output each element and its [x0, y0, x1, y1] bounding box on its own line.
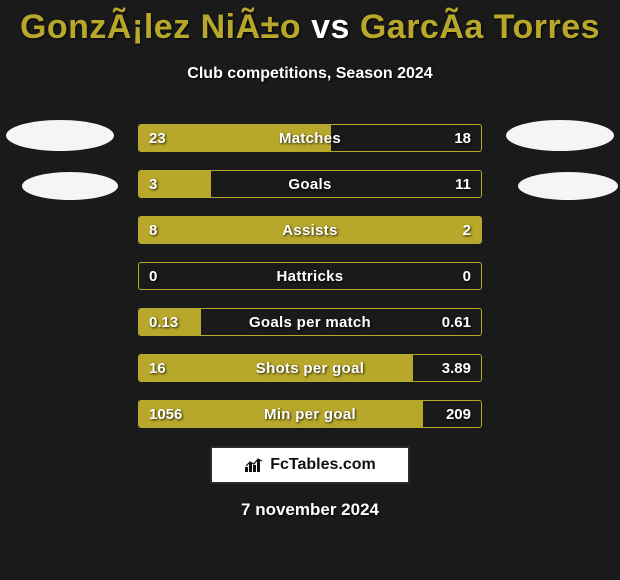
stat-row: 0.13Goals per match0.61 [138, 308, 482, 336]
stats-list: 23Matches183Goals118Assists20Hattricks00… [138, 124, 482, 428]
date-text: 7 november 2024 [0, 500, 620, 520]
stat-value-right: 2 [463, 217, 471, 243]
stat-row: 1056Min per goal209 [138, 400, 482, 428]
stat-row: 23Matches18 [138, 124, 482, 152]
player1-avatar-shadow [6, 120, 114, 151]
stat-label: Goals [139, 171, 481, 197]
stat-label: Shots per goal [139, 355, 481, 381]
stat-label: Hattricks [139, 263, 481, 289]
stat-value-right: 0.61 [442, 309, 471, 335]
brand-badge: FcTables.com [210, 446, 410, 484]
stat-row: 3Goals11 [138, 170, 482, 198]
vs-text: vs [311, 8, 350, 46]
stat-row: 8Assists2 [138, 216, 482, 244]
stat-value-right: 0 [463, 263, 471, 289]
stat-value-right: 3.89 [442, 355, 471, 381]
subtitle: Club competitions, Season 2024 [0, 65, 620, 83]
brand-text: FcTables.com [270, 456, 376, 474]
stat-row: 0Hattricks0 [138, 262, 482, 290]
stat-label: Goals per match [139, 309, 481, 335]
stat-label: Assists [139, 217, 481, 243]
stat-value-right: 18 [454, 125, 471, 151]
stat-value-right: 209 [446, 401, 471, 427]
brand-chart-icon [244, 457, 264, 473]
player2-avatar-shadow [506, 120, 614, 151]
player1-name: GonzÃ¡lez NiÃ±o [20, 8, 301, 46]
player2-avatar [518, 172, 618, 200]
player2-name: GarcÃ­a Torres [360, 8, 600, 46]
player1-avatar [22, 172, 118, 200]
page-title: GonzÃ¡lez NiÃ±o vs GarcÃ­a Torres [0, 0, 620, 47]
stat-label: Min per goal [139, 401, 481, 427]
stat-row: 16Shots per goal3.89 [138, 354, 482, 382]
stat-value-right: 11 [455, 171, 471, 197]
stat-label: Matches [139, 125, 481, 151]
